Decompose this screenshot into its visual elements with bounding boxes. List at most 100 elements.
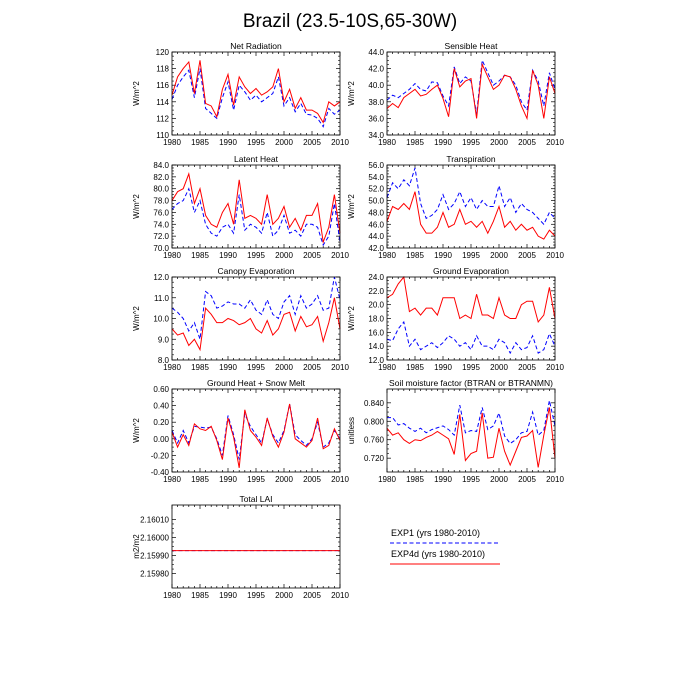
x-tick-label: 1990 [434,475,452,484]
y-tick-label: -0.40 [151,468,170,477]
x-tick-label: 2000 [275,251,293,260]
y-axis-label: W/m^2 [347,194,356,219]
y-tick-label: 34.0 [368,131,384,140]
y-tick-label: 2.16000 [140,533,169,542]
x-tick-label: 2005 [303,475,321,484]
x-tick-label: 2005 [303,251,321,260]
x-tick-label: 2000 [275,138,293,147]
y-tick-label: 12.0 [368,356,384,365]
plot-frame [386,164,556,249]
series-line-exp1 [171,187,341,247]
panel-title: Net Radiation [230,41,282,51]
y-tick-label: 52.0 [368,185,384,194]
x-tick-label: 1985 [406,138,424,147]
panel-title: Sensible Heat [445,41,499,51]
plot-frame [171,388,341,473]
y-tick-label: 0.20 [153,418,169,427]
x-tick-label: 1980 [378,251,396,260]
x-tick-label: 1980 [163,591,181,600]
figure-title: Brazil (23.5-10S,65-30W) [243,11,457,32]
x-tick-label: 2005 [303,591,321,600]
x-tick-label: 1990 [219,591,237,600]
y-tick-label: 54.0 [368,173,384,182]
y-tick-label: 11.0 [154,294,170,303]
series-line-exp1 [171,68,341,128]
x-tick-label: 2010 [331,591,349,600]
panel-8: Total LAI m2/m2 1980 1985 1990 1995 2000 2005 20… [132,494,349,600]
y-axis-label: m2/m2 [132,534,141,559]
legend-label: EXP1 (yrs 1980-2010) [391,528,480,538]
panel-grid: Net Radiation W/m^2 1980 1985 1990 1995 2000 20… [132,41,564,600]
y-tick-label: 0.720 [364,454,385,463]
panel-6: Ground Heat + Snow Melt W/m^2 1980 1985 1990… [132,378,349,484]
panel-title: Latent Heat [234,154,279,164]
x-tick-label: 2000 [275,475,293,484]
series-line-exp1 [386,167,556,226]
y-tick-label: 76.0 [153,208,169,217]
y-tick-label: 20.0 [368,301,384,310]
x-tick-label: 2000 [490,475,508,484]
y-tick-label: 74.0 [153,220,169,229]
x-tick-label: 1980 [163,363,181,372]
y-tick-label: 56.0 [368,161,384,170]
x-tick-label: 2010 [546,363,564,372]
y-tick-label: 44.0 [368,232,384,241]
x-tick-label: 2000 [275,363,293,372]
panel-3: Transpiration W/m^2 1980 1985 1990 1995 2000 20… [347,154,564,260]
x-tick-label: 1995 [462,475,480,484]
y-axis-label: W/m^2 [132,194,141,219]
x-tick-label: 1990 [219,251,237,260]
panel-title: Soil moisture factor (BTRAN or BTRANMN) [389,378,553,388]
y-tick-label: 110 [156,131,169,140]
legend-label: EXP4d (yrs 1980-2010) [391,549,485,559]
x-tick-label: 2005 [518,475,536,484]
y-tick-label: 84.0 [153,161,169,170]
y-axis-label: W/m^2 [132,81,141,106]
y-tick-label: 48.0 [368,208,384,217]
x-tick-label: 2010 [331,475,349,484]
x-tick-label: 2010 [331,363,349,372]
series-line-exp4d [386,62,556,121]
panel-title: Ground Heat + Snow Melt [207,378,306,388]
y-tick-label: 80.0 [153,185,169,194]
plot-frame [171,504,341,589]
x-tick-label: 2005 [303,138,321,147]
x-tick-label: 1995 [462,251,480,260]
panel-0: Net Radiation W/m^2 1980 1985 1990 1995 2000 20… [132,41,349,147]
x-tick-label: 1990 [434,138,452,147]
series-line-exp4d [386,191,556,240]
x-tick-label: 1995 [247,591,265,600]
x-tick-label: 1995 [247,363,265,372]
y-tick-label: 40.0 [368,81,384,90]
x-tick-label: 1990 [434,251,452,260]
panel-5: Ground Evaporation W/m^2 1980 1985 1990 1995 2… [347,266,564,372]
x-tick-label: 2010 [331,138,349,147]
y-tick-label: 42.0 [368,65,384,74]
y-axis-label: W/m^2 [132,306,141,331]
plot-frame [171,164,341,249]
series-line-exp4d [386,275,556,324]
y-tick-label: 0.00 [153,435,169,444]
x-tick-label: 1990 [434,363,452,372]
plot-frame [171,51,341,136]
x-tick-label: 2010 [546,475,564,484]
y-tick-label: 46.0 [368,220,384,229]
x-tick-label: 1980 [163,475,181,484]
y-tick-label: 116 [156,81,169,90]
y-tick-label: 22.0 [368,287,384,296]
x-tick-label: 2000 [275,591,293,600]
y-axis-label: W/m^2 [347,81,356,106]
x-tick-label: 2000 [490,138,508,147]
x-tick-label: 1995 [247,138,265,147]
y-tick-label: 120 [156,48,170,57]
plot-frame [386,388,556,473]
y-tick-label: 8.0 [158,356,170,365]
x-tick-label: 1980 [163,138,181,147]
x-tick-label: 1995 [247,251,265,260]
x-tick-label: 1995 [462,138,480,147]
plot-frame [171,276,341,361]
series-line-exp1 [386,58,556,115]
panel-4: Canopy Evaporation W/m^2 1980 1985 1990 1995 2… [132,266,349,372]
y-tick-label: 24.0 [368,273,384,282]
